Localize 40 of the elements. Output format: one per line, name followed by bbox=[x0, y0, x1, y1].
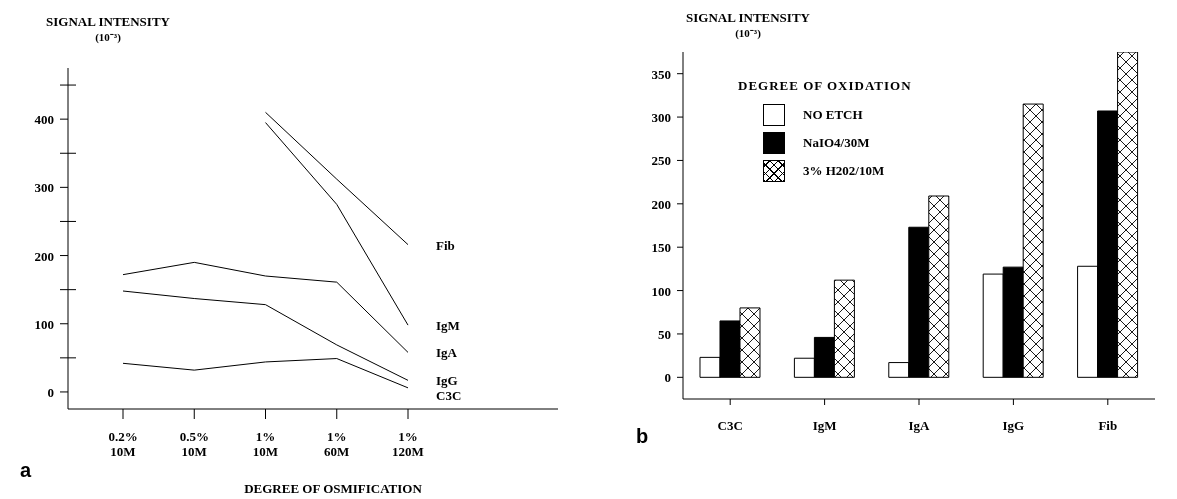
y-tick-label: 300 bbox=[34, 180, 54, 196]
x-tick-label: C3C bbox=[717, 418, 743, 434]
y-tick-label: 200 bbox=[651, 196, 671, 212]
y-tick-label: 0 bbox=[47, 384, 54, 400]
y-tick-label: 150 bbox=[651, 240, 671, 256]
y-tick-label: 100 bbox=[34, 316, 54, 332]
legend-title: DEGREE OF OXIDATION bbox=[738, 78, 912, 94]
y-tick-label: 350 bbox=[651, 66, 671, 82]
line-series bbox=[122, 290, 409, 381]
x-tick-label: IgA bbox=[908, 418, 931, 434]
x-tick-label: 1% 60M bbox=[324, 429, 350, 459]
text: IgM bbox=[436, 318, 460, 334]
line-series bbox=[122, 358, 409, 389]
x-tick-label: 1% 120M bbox=[392, 429, 424, 459]
x-tick-label: Fib bbox=[1098, 418, 1118, 434]
y-axis-title: SIGNAL INTENSITY (10⁻³) bbox=[686, 10, 811, 40]
x-tick-label: IgG bbox=[1002, 418, 1025, 434]
y-tick-label: 300 bbox=[651, 110, 671, 126]
x-tick-label: 1% 10M bbox=[252, 429, 279, 459]
y-tick-label: 50 bbox=[658, 326, 671, 342]
x-axis-title: DEGREE OF OSMIFICATION bbox=[244, 481, 423, 496]
text: C3C bbox=[436, 388, 462, 404]
text: b bbox=[636, 425, 649, 447]
x-tick-label: IgM bbox=[812, 418, 837, 434]
y-tick-label: 0 bbox=[664, 370, 671, 386]
y-tick-label: 250 bbox=[651, 153, 671, 169]
legend-label: 3% H202/10M bbox=[803, 163, 885, 179]
x-tick-label: 0.2% 10M bbox=[108, 429, 138, 459]
text: IgG bbox=[436, 373, 458, 389]
x-tick-label: 0.5% 10M bbox=[179, 429, 209, 459]
line-series bbox=[122, 261, 409, 353]
text: Fib bbox=[436, 237, 455, 253]
text: IgA bbox=[436, 345, 458, 361]
legend-label: NO ETCH bbox=[803, 107, 863, 123]
legend-label: NaIO4/30M bbox=[803, 135, 870, 151]
y-axis-title: SIGNAL INTENSITY (10⁻³) bbox=[46, 14, 171, 44]
y-tick-label: 200 bbox=[34, 248, 54, 264]
text: a bbox=[20, 459, 32, 481]
y-tick-label: 100 bbox=[651, 283, 671, 299]
y-tick-label: 400 bbox=[34, 112, 54, 128]
